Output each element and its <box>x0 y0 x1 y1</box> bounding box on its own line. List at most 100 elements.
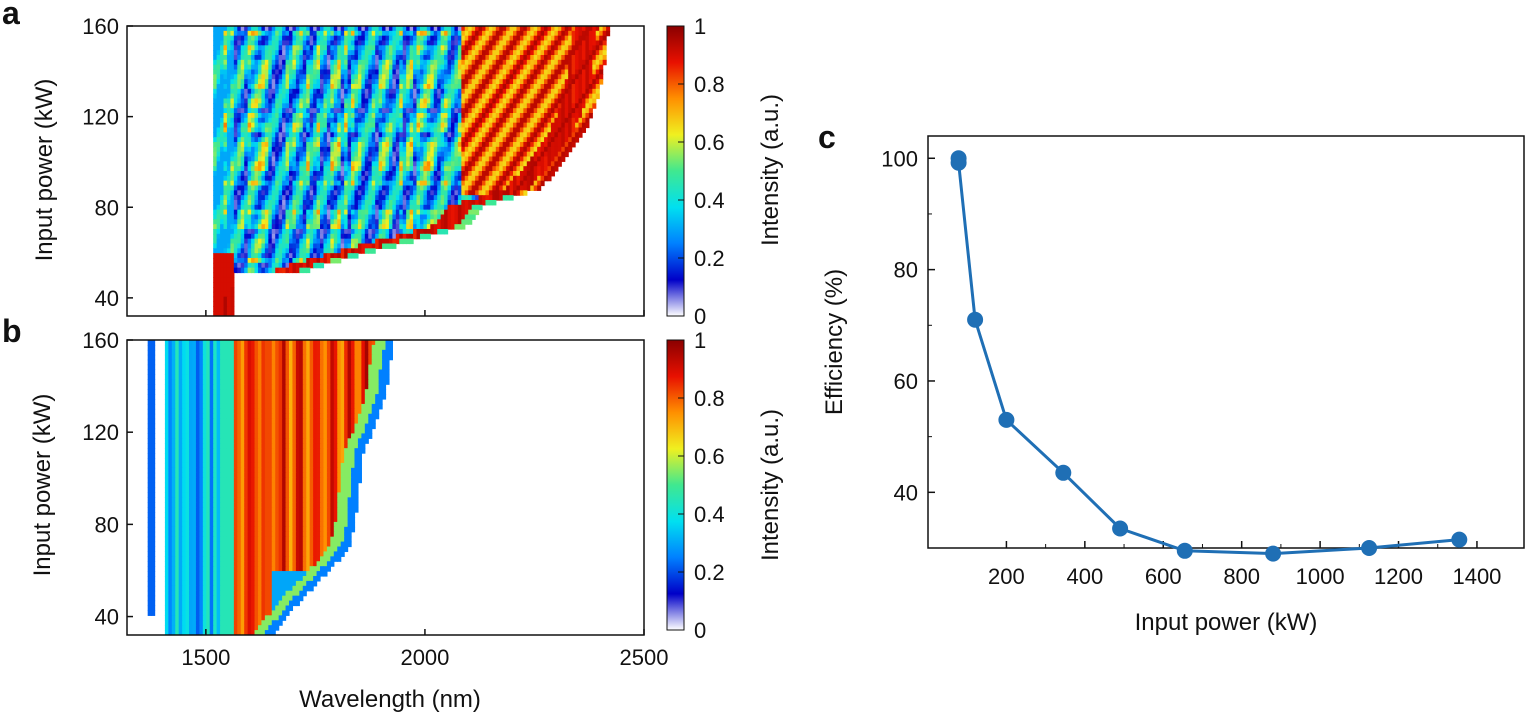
heatmap-cell <box>337 238 342 245</box>
heatmap-cell <box>295 262 300 269</box>
heatmap-cell <box>413 142 418 148</box>
heatmap-cell <box>306 233 311 240</box>
heatmap-cell <box>268 156 273 162</box>
heatmap-cell <box>251 113 256 119</box>
heatmap-cell <box>526 98 531 104</box>
heatmap-cell <box>395 214 400 220</box>
heatmap-cell <box>419 195 425 201</box>
heatmap-cell <box>533 185 538 191</box>
heatmap-cell <box>316 258 321 264</box>
heatmap-cell <box>378 180 383 187</box>
heatmap-cell <box>278 156 283 162</box>
heatmap-cell <box>513 137 518 143</box>
heatmap-cell <box>299 180 304 187</box>
heatmap-cell <box>240 45 245 51</box>
heatmap-cell <box>495 55 500 61</box>
heatmap-cell <box>264 248 269 254</box>
heatmap-cell <box>447 142 452 148</box>
heatmap-cell <box>237 161 242 167</box>
heatmap-cell <box>423 214 428 220</box>
heatmap-cell <box>423 146 428 153</box>
heatmap-cell <box>233 175 238 182</box>
heatmap-cell <box>568 55 573 61</box>
heatmap-cell <box>309 156 314 162</box>
heatmap-cell <box>302 204 307 211</box>
heatmap-cell <box>337 229 342 235</box>
heatmap-cell <box>492 93 497 100</box>
heatmap-cell <box>257 79 263 85</box>
heatmap-cell <box>271 233 276 240</box>
heatmap-cell <box>557 117 562 124</box>
heatmap-cell <box>323 253 328 259</box>
heatmap-cell <box>513 113 518 119</box>
heatmap-cell <box>509 127 514 133</box>
heatmap-cell <box>333 253 338 259</box>
heatmap-cell <box>457 132 462 138</box>
heatmap-cell <box>220 253 225 259</box>
heatmap-cell <box>309 35 314 42</box>
heatmap-cell <box>423 209 428 216</box>
heatmap-cell <box>433 137 438 143</box>
heatmap-cell <box>468 93 473 100</box>
heatmap-cell <box>268 195 273 201</box>
heatmap-cell <box>516 55 521 61</box>
heatmap-cell <box>564 55 569 61</box>
heatmap-cell <box>371 69 376 75</box>
heatmap-cell <box>419 200 425 206</box>
heatmap-cell <box>223 282 228 288</box>
heatmap-cell <box>347 137 352 143</box>
heatmap-cell <box>385 35 390 42</box>
heatmap-cell <box>440 166 445 172</box>
heatmap-cell <box>416 233 421 240</box>
heatmap-cell <box>264 161 269 167</box>
heatmap-cell <box>223 84 228 90</box>
heatmap-cell <box>557 74 562 80</box>
heatmap-cell <box>326 171 331 177</box>
heatmap-cell <box>585 103 590 109</box>
heatmap-cell <box>237 175 242 182</box>
heatmap-cell <box>351 151 356 158</box>
heatmap-cell <box>423 35 428 42</box>
heatmap-cell <box>295 127 300 133</box>
heatmap-cell <box>295 171 300 177</box>
heatmap-cell <box>457 137 462 143</box>
heatmap-cell <box>406 200 411 206</box>
heatmap-cell <box>499 185 504 191</box>
heatmap-cell <box>285 142 290 148</box>
heatmap-cell <box>540 166 545 172</box>
heatmap-cell <box>530 117 535 124</box>
heatmap-cell <box>351 229 356 235</box>
heatmap-cell <box>268 98 273 104</box>
heatmap-cell <box>371 146 376 153</box>
heatmap-cell <box>457 74 462 80</box>
heatmap-cell <box>595 30 600 37</box>
heatmap-cell <box>357 108 362 114</box>
heatmap-cell <box>457 59 462 66</box>
heatmap-cell <box>378 98 383 104</box>
heatmap-cell <box>261 98 266 104</box>
heatmap-cell <box>447 146 452 153</box>
heatmap-cell <box>282 156 287 162</box>
heatmap-cell <box>426 156 431 162</box>
heatmap-cell <box>299 262 304 269</box>
heatmap-cell <box>485 166 490 172</box>
heatmap-cell <box>320 88 325 95</box>
heatmap-cell <box>406 195 411 201</box>
heatmap-cell <box>340 98 345 104</box>
heatmap-cell <box>340 103 345 109</box>
heatmap-cell <box>330 180 335 187</box>
heatmap-cell <box>423 200 428 206</box>
heatmap-cell <box>482 171 487 177</box>
heatmap-cell <box>402 161 407 167</box>
heatmap-cell <box>450 79 456 85</box>
heatmap-cell <box>244 26 249 32</box>
heatmap-cell <box>237 156 242 162</box>
heatmap-cell <box>495 74 500 80</box>
heatmap-cell <box>299 40 304 46</box>
heatmap-cell <box>247 233 252 240</box>
heatmap-cell <box>316 204 321 211</box>
heatmap-cell <box>354 40 359 46</box>
heatmap-cell <box>292 190 297 196</box>
heatmap-cell <box>419 117 425 124</box>
heatmap-cell <box>220 340 225 346</box>
